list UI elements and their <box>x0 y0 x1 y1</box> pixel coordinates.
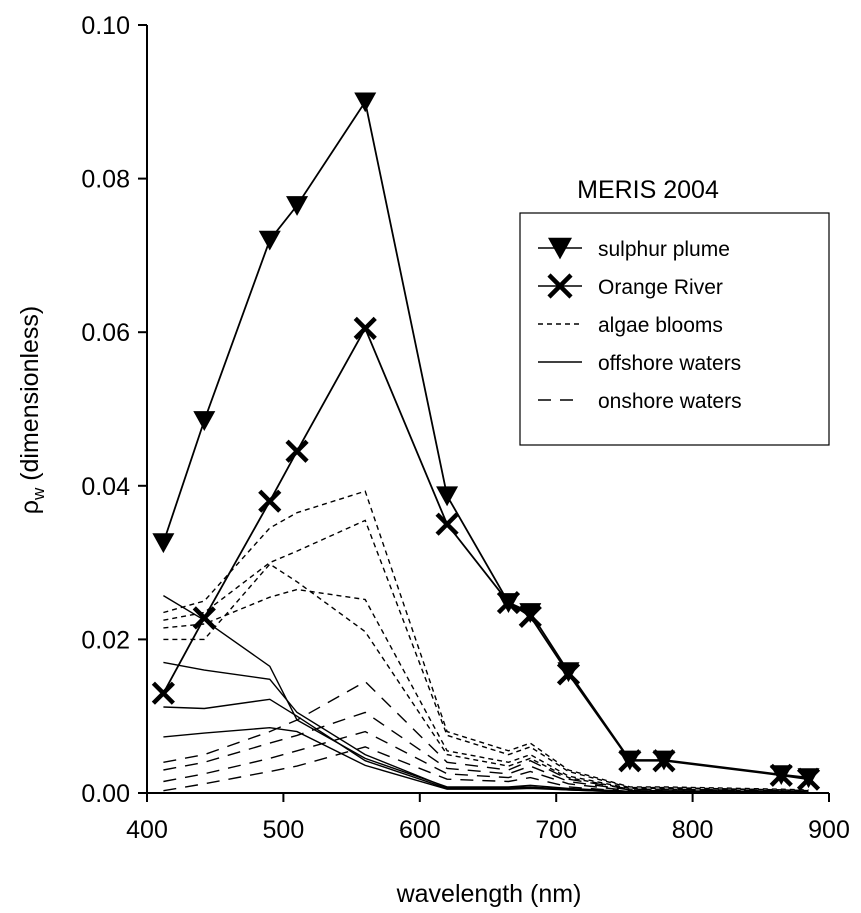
y-tick-label: 0.02 <box>81 626 130 654</box>
x-tick-label: 500 <box>263 816 305 844</box>
y-tick-label: 0.06 <box>81 319 130 347</box>
x-tick-label: 800 <box>672 816 714 844</box>
series-algae-blooms <box>163 490 809 791</box>
series-algae-blooms <box>163 519 809 792</box>
data-point-x <box>556 662 581 686</box>
legend-label: sulphur plume <box>598 238 730 261</box>
legend-label: offshore waters <box>598 352 741 375</box>
series-onshore-waters <box>163 730 809 793</box>
y-tick-label: 0.10 <box>81 12 130 40</box>
series-offshore-waters <box>163 595 809 793</box>
series-line <box>163 490 809 791</box>
data-point-triangle <box>193 411 216 431</box>
legend-label: algae blooms <box>598 314 723 337</box>
data-point-x <box>192 606 216 630</box>
series-onshore-waters <box>163 711 809 793</box>
series-line <box>163 746 809 793</box>
series-line <box>163 588 809 792</box>
data-point-x <box>618 749 642 773</box>
data-point-x <box>258 489 282 513</box>
y-axis-title-subscript: w <box>29 487 48 501</box>
series-line <box>163 680 809 793</box>
series-line <box>163 519 809 792</box>
series-orange-river <box>151 316 821 791</box>
data-point-triangle <box>258 230 281 251</box>
data-point-x <box>435 512 459 536</box>
data-point-x <box>769 763 793 787</box>
series-line <box>163 711 809 793</box>
series-line <box>163 595 809 793</box>
data-point-triangle <box>436 486 459 507</box>
data-point-x <box>496 590 521 615</box>
data-point-x <box>353 316 377 340</box>
data-point-x <box>285 439 309 463</box>
x-tick-label: 900 <box>808 816 850 844</box>
series-onshore-waters <box>163 680 809 793</box>
legend: sulphur plume Orange River algae blooms off… <box>519 212 830 446</box>
data-point-triangle <box>286 196 309 216</box>
chart-title: MERIS 2004 <box>577 176 719 204</box>
series-line <box>163 730 809 793</box>
y-tick-label: 0.08 <box>81 166 130 194</box>
legend-label: onshore waters <box>598 390 742 413</box>
series-algae-blooms <box>163 588 809 792</box>
data-point-triangle <box>354 92 377 113</box>
y-axis-title: ρw (dimensionless) <box>16 306 48 515</box>
legend-marker-triangle <box>548 237 572 260</box>
x-tick-label: 400 <box>126 816 168 844</box>
y-tick-label: 0.04 <box>81 473 130 501</box>
x-axis-title: wavelength (nm) <box>396 880 582 908</box>
series-onshore-waters <box>163 746 809 793</box>
data-point-x <box>518 604 542 628</box>
x-tick-label: 600 <box>399 816 441 844</box>
x-tick-label: 700 <box>535 816 577 844</box>
axes: 0.00 0.02 0.04 0.06 0.08 0.10 400 500 600 700 800 9… <box>81 12 850 844</box>
y-tick-label: 0.00 <box>81 780 130 808</box>
data-point-triangle <box>152 533 175 554</box>
legend-label: Orange River <box>598 276 723 299</box>
data-point-x <box>652 749 676 773</box>
data-point-x <box>151 681 175 705</box>
legend-marker-x <box>547 273 573 299</box>
data-point-x <box>796 767 821 791</box>
legend-box <box>519 212 830 446</box>
